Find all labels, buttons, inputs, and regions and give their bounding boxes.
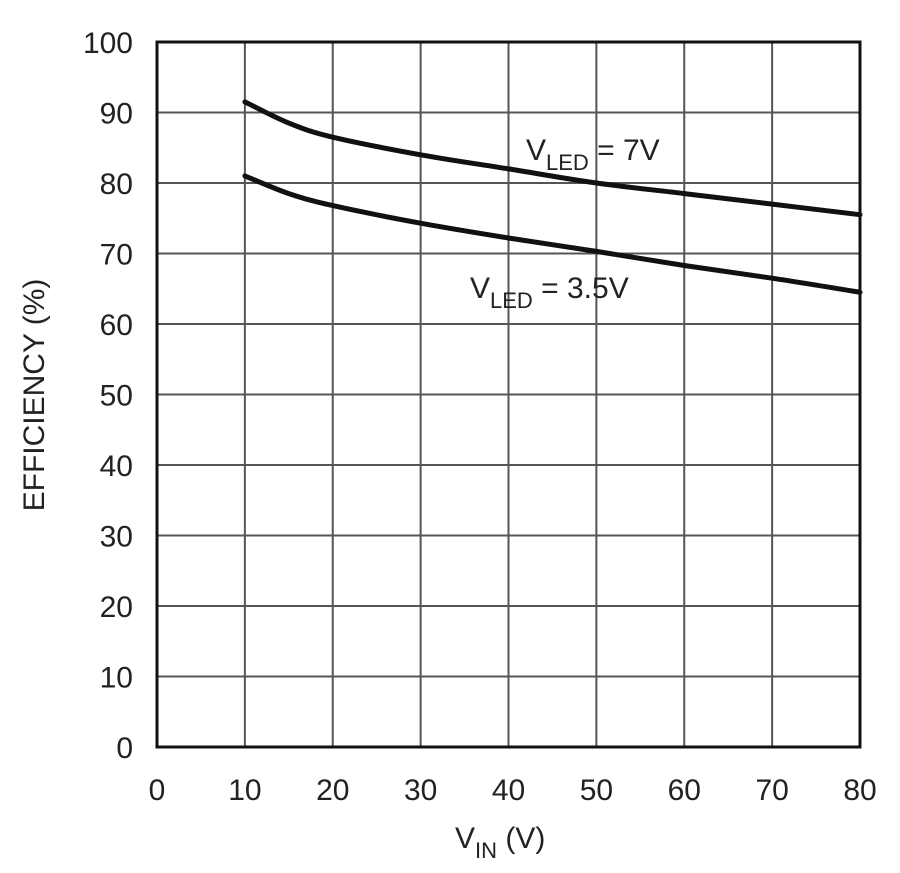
series-label-7v: VLED = 7V bbox=[526, 134, 660, 175]
x-tick-70: 70 bbox=[755, 774, 788, 807]
plot-frame bbox=[155, 40, 862, 749]
x-tick-20: 20 bbox=[316, 774, 349, 807]
series-label-3-5v: VLED = 3.5V bbox=[470, 272, 629, 313]
x-tick-40: 40 bbox=[492, 774, 525, 807]
y-tick-50: 50 bbox=[100, 380, 133, 413]
x-tick-0: 0 bbox=[149, 774, 166, 807]
x-tick-10: 10 bbox=[228, 774, 261, 807]
y-tick-30: 30 bbox=[100, 521, 133, 554]
series-line-vled-7v bbox=[242, 99, 863, 218]
x-tick-labels: 0 10 20 30 40 50 60 70 80 bbox=[149, 774, 877, 807]
y-axis-label: EFFICIENCY (%) bbox=[18, 279, 51, 512]
x-tick-50: 50 bbox=[580, 774, 613, 807]
x-axis-label: VIN (V) bbox=[455, 822, 545, 863]
y-tick-60: 60 bbox=[100, 309, 133, 342]
y-tick-labels: 0 10 20 30 40 50 60 70 80 90 100 bbox=[83, 27, 133, 765]
y-tick-0: 0 bbox=[116, 732, 133, 765]
x-tick-30: 30 bbox=[404, 774, 437, 807]
y-tick-70: 70 bbox=[100, 239, 133, 272]
y-tick-20: 20 bbox=[100, 591, 133, 624]
x-tick-60: 60 bbox=[668, 774, 701, 807]
grid-lines bbox=[157, 42, 860, 747]
y-tick-90: 90 bbox=[100, 98, 133, 131]
series-curves bbox=[242, 99, 863, 295]
series-line-vled-3-5v bbox=[242, 173, 863, 295]
y-tick-40: 40 bbox=[100, 450, 133, 483]
y-tick-80: 80 bbox=[100, 168, 133, 201]
x-tick-80: 80 bbox=[843, 774, 876, 807]
y-tick-100: 100 bbox=[83, 27, 133, 60]
y-tick-10: 10 bbox=[100, 662, 133, 695]
